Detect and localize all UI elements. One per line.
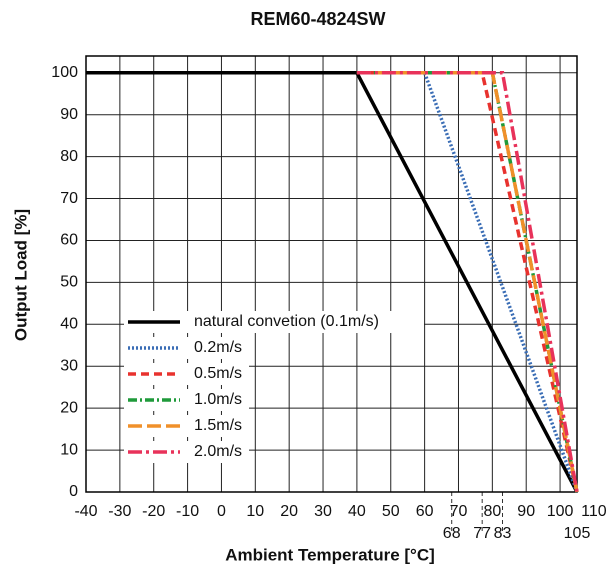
x-tick-label: 110 [581, 503, 607, 520]
legend-bg [124, 441, 249, 463]
series-line [356, 71, 579, 493]
y-tick-label: 30 [60, 357, 78, 374]
legend-bg [124, 337, 249, 359]
y-tick-label: 100 [51, 64, 78, 81]
y-axis-label: Output Load [%] [11, 209, 30, 341]
legend-label: 1.5m/s [194, 417, 242, 434]
marker-tick-label: 77 [473, 525, 491, 542]
series-line [356, 71, 579, 493]
x-tick-label: 70 [450, 503, 468, 520]
legend-bg [124, 311, 424, 333]
x-tick-label: 60 [416, 503, 434, 520]
marker-tick-label: 68 [443, 525, 461, 542]
x-tick-label: 40 [348, 503, 366, 520]
x-tick-label: 10 [246, 503, 264, 520]
legend-bg [124, 415, 249, 437]
y-tick-label: 10 [60, 441, 78, 458]
plot-frame [85, 55, 578, 493]
x-tick-label: 50 [382, 503, 400, 520]
x-tick-label: -20 [142, 503, 165, 520]
x-tick-label: -30 [108, 503, 131, 520]
x-tick-label: -10 [176, 503, 199, 520]
legend-bg [124, 363, 249, 385]
y-tick-label: 90 [60, 106, 78, 123]
x-axis-label: Ambient Temperature [°C] [225, 545, 435, 564]
chart-title: REM60-4824SW [250, 9, 385, 29]
marker-tick-label: 83 [494, 525, 512, 542]
y-tick-label: 0 [69, 483, 78, 500]
y-tick-label: 20 [60, 399, 78, 416]
x-tick-label: 30 [314, 503, 332, 520]
y-tick-label: 50 [60, 274, 78, 291]
y-tick-label: 60 [60, 232, 78, 249]
legend-bg [124, 389, 249, 411]
y-tick-label: 70 [60, 190, 78, 207]
x-tick-label: 90 [517, 503, 535, 520]
legend-label: 1.0m/s [194, 391, 242, 408]
legend-label: 0.2m/s [194, 339, 242, 356]
x-tick-label: -40 [74, 503, 97, 520]
y-tick-label: 80 [60, 148, 78, 165]
x-tick-label: 0 [217, 503, 226, 520]
x-tick-label: 80 [483, 503, 501, 520]
legend-label: 0.5m/s [194, 365, 242, 382]
x-tick-label: 100 [547, 503, 574, 520]
marker-tick-label: 105 [564, 525, 591, 542]
x-tick-label: 20 [280, 503, 298, 520]
y-tick-label: 40 [60, 316, 78, 333]
legend-label: 2.0m/s [194, 443, 242, 460]
legend-label: natural convetion (0.1m/s) [194, 313, 379, 330]
